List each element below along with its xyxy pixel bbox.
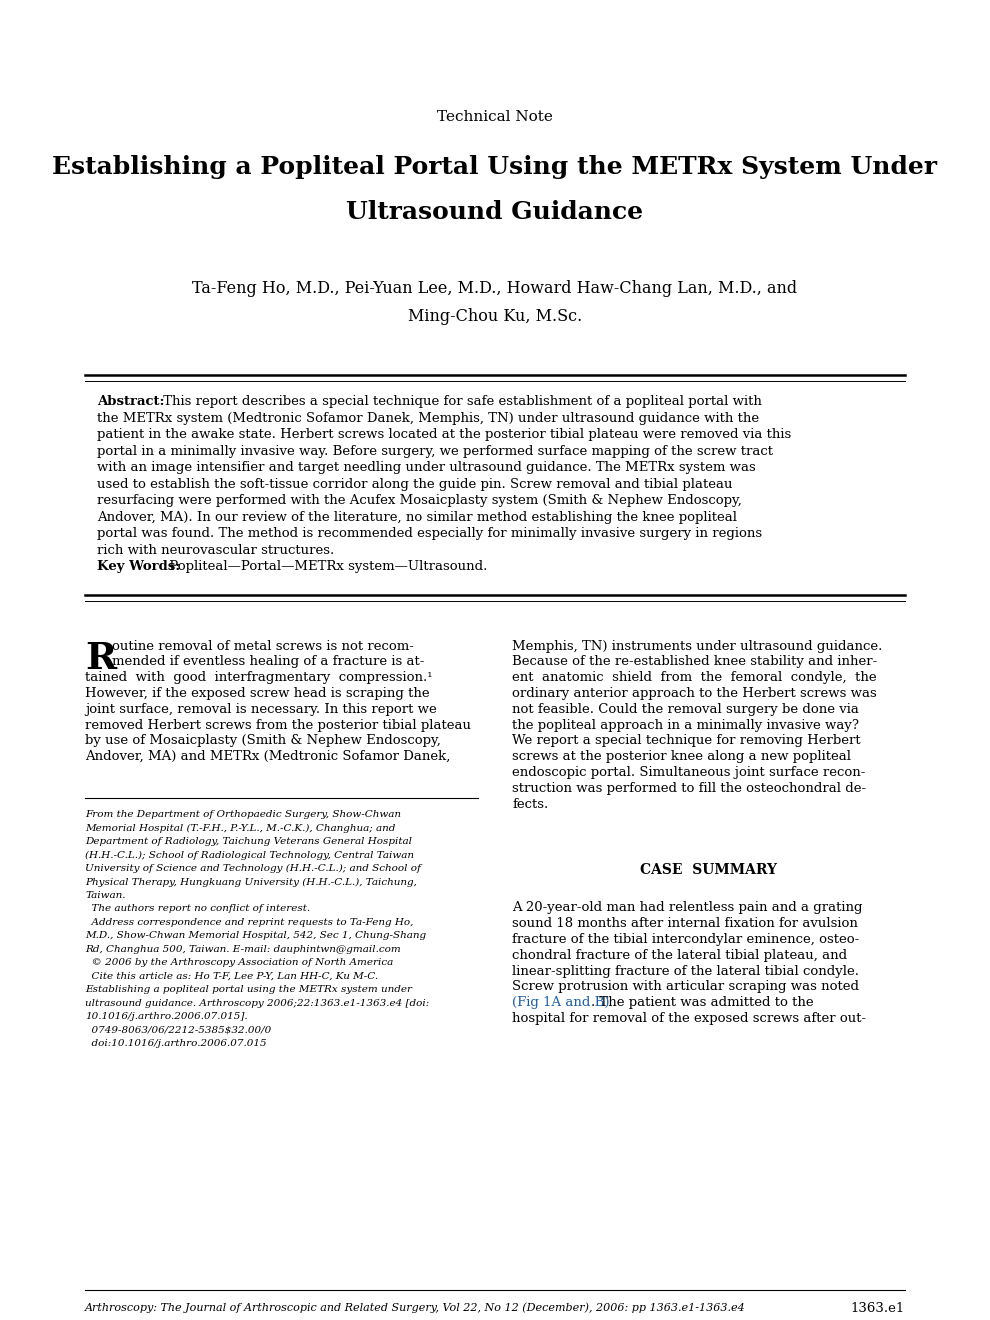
Text: We report a special technique for removing Herbert: We report a special technique for removi… <box>513 734 861 747</box>
Text: 1363.e1: 1363.e1 <box>850 1302 905 1315</box>
Text: Establishing a popliteal portal using the METRx system under: Establishing a popliteal portal using th… <box>85 986 412 994</box>
Text: mended if eventless healing of a fracture is at-: mended if eventless healing of a fractur… <box>112 655 425 668</box>
Text: Technical Note: Technical Note <box>437 110 553 124</box>
Text: (Fig 1A and B): (Fig 1A and B) <box>513 997 610 1008</box>
Text: not feasible. Could the removal surgery be done via: not feasible. Could the removal surgery … <box>513 702 859 715</box>
Text: © 2006 by the Arthroscopy Association of North America: © 2006 by the Arthroscopy Association of… <box>85 958 393 968</box>
Text: Cite this article as: Ho T-F, Lee P-Y, Lan HH-C, Ku M-C.: Cite this article as: Ho T-F, Lee P-Y, L… <box>85 972 378 981</box>
Text: screws at the posterior knee along a new popliteal: screws at the posterior knee along a new… <box>513 750 851 763</box>
Text: portal was found. The method is recommended especially for minimally invasive su: portal was found. The method is recommen… <box>97 527 762 540</box>
Text: CASE  SUMMARY: CASE SUMMARY <box>641 863 777 878</box>
Text: Because of the re-established knee stability and inher-: Because of the re-established knee stabi… <box>513 655 878 668</box>
Text: hospital for removal of the exposed screws after out-: hospital for removal of the exposed scre… <box>513 1012 866 1024</box>
Text: used to establish the soft-tissue corridor along the guide pin. Screw removal an: used to establish the soft-tissue corrid… <box>97 478 733 491</box>
Text: with an image intensifier and target needling under ultrasound guidance. The MET: with an image intensifier and target nee… <box>97 461 755 474</box>
Text: (H.H.-C.L.); School of Radiological Technology, Central Taiwan: (H.H.-C.L.); School of Radiological Tech… <box>85 850 414 859</box>
Text: endoscopic portal. Simultaneous joint surface recon-: endoscopic portal. Simultaneous joint su… <box>513 766 866 779</box>
Text: by use of Mosaicplasty (Smith & Nephew Endoscopy,: by use of Mosaicplasty (Smith & Nephew E… <box>85 734 441 747</box>
Text: This report describes a special technique for safe establishment of a popliteal : This report describes a special techniqu… <box>159 395 762 408</box>
Text: outine removal of metal screws is not recom-: outine removal of metal screws is not re… <box>112 639 414 652</box>
Text: the METRx system (Medtronic Sofamor Danek, Memphis, TN) under ultrasound guidanc: the METRx system (Medtronic Sofamor Dane… <box>97 412 759 425</box>
Text: Andover, MA). In our review of the literature, no similar method establishing th: Andover, MA). In our review of the liter… <box>97 511 737 524</box>
Text: Memphis, TN) instruments under ultrasound guidance.: Memphis, TN) instruments under ultrasoun… <box>513 639 883 652</box>
Text: resurfacing were performed with the Acufex Mosaicplasty system (Smith & Nephew E: resurfacing were performed with the Acuf… <box>97 494 742 507</box>
Text: joint surface, removal is necessary. In this report we: joint surface, removal is necessary. In … <box>85 702 437 715</box>
Text: R: R <box>85 639 116 677</box>
Text: M.D., Show-Chwan Memorial Hospital, 542, Sec 1, Chung-Shang: M.D., Show-Chwan Memorial Hospital, 542,… <box>85 932 426 940</box>
Text: patient in the awake state. Herbert screws located at the posterior tibial plate: patient in the awake state. Herbert scre… <box>97 428 791 441</box>
Text: the popliteal approach in a minimally invasive way?: the popliteal approach in a minimally in… <box>513 718 859 731</box>
Text: Rd, Changhua 500, Taiwan. E-mail: dauphintwn@gmail.com: Rd, Changhua 500, Taiwan. E-mail: dauphi… <box>85 945 401 954</box>
Text: linear-splitting fracture of the lateral tibial condyle.: linear-splitting fracture of the lateral… <box>513 965 859 978</box>
Text: fects.: fects. <box>513 797 548 810</box>
Text: fracture of the tibial intercondylar eminence, osteo-: fracture of the tibial intercondylar emi… <box>513 933 859 946</box>
Text: rich with neurovascular structures.: rich with neurovascular structures. <box>97 544 339 557</box>
Text: 10.1016/j.arthro.2006.07.015].: 10.1016/j.arthro.2006.07.015]. <box>85 1012 248 1022</box>
Text: Key Words:: Key Words: <box>97 560 180 573</box>
Text: removed Herbert screws from the posterior tibial plateau: removed Herbert screws from the posterio… <box>85 718 471 731</box>
Text: The authors report no conflict of interest.: The authors report no conflict of intere… <box>85 904 310 913</box>
Text: ent  anatomic  shield  from  the  femoral  condyle,  the: ent anatomic shield from the femoral con… <box>513 671 877 684</box>
Text: chondral fracture of the lateral tibial plateau, and: chondral fracture of the lateral tibial … <box>513 949 847 962</box>
Text: Ming-Chou Ku, M.Sc.: Ming-Chou Ku, M.Sc. <box>408 308 582 325</box>
Text: ordinary anterior approach to the Herbert screws was: ordinary anterior approach to the Herber… <box>513 686 877 700</box>
Text: struction was performed to fill the osteochondral de-: struction was performed to fill the oste… <box>513 781 866 795</box>
Text: However, if the exposed screw head is scraping the: However, if the exposed screw head is sc… <box>85 686 430 700</box>
Text: Physical Therapy, Hungkuang University (H.H.-C.L.), Taichung,: Physical Therapy, Hungkuang University (… <box>85 878 417 887</box>
Text: Establishing a Popliteal Portal Using the METRx System Under: Establishing a Popliteal Portal Using th… <box>52 154 938 180</box>
Text: Popliteal—Portal—METRx system—Ultrasound.: Popliteal—Portal—METRx system—Ultrasound… <box>165 560 487 573</box>
Text: sound 18 months after internal fixation for avulsion: sound 18 months after internal fixation … <box>513 917 858 931</box>
Text: Address correspondence and reprint requests to Ta-Feng Ho,: Address correspondence and reprint reque… <box>85 917 414 927</box>
Text: 0749-8063/06/2212-5385$32.00/0: 0749-8063/06/2212-5385$32.00/0 <box>85 1026 271 1035</box>
Text: Taiwan.: Taiwan. <box>85 891 126 900</box>
Text: doi:10.1016/j.arthro.2006.07.015: doi:10.1016/j.arthro.2006.07.015 <box>85 1039 266 1048</box>
Text: . The patient was admitted to the: . The patient was admitted to the <box>591 997 814 1008</box>
Text: Andover, MA) and METRx (Medtronic Sofamor Danek,: Andover, MA) and METRx (Medtronic Sofamo… <box>85 750 450 763</box>
Text: Ultrasound Guidance: Ultrasound Guidance <box>346 201 644 224</box>
Text: Arthroscopy: The Journal of Arthroscopic and Related Surgery, Vol 22, No 12 (Dec: Arthroscopy: The Journal of Arthroscopic… <box>85 1302 745 1312</box>
Text: tained  with  good  interfragmentary  compression.¹: tained with good interfragmentary compre… <box>85 671 433 684</box>
Text: portal in a minimally invasive way. Before surgery, we performed surface mapping: portal in a minimally invasive way. Befo… <box>97 445 773 458</box>
Text: University of Science and Technology (H.H.-C.L.); and School of: University of Science and Technology (H.… <box>85 863 421 873</box>
Text: Screw protrusion with articular scraping was noted: Screw protrusion with articular scraping… <box>513 981 859 994</box>
Text: Ta-Feng Ho, M.D., Pei-Yuan Lee, M.D., Howard Haw-Chang Lan, M.D., and: Ta-Feng Ho, M.D., Pei-Yuan Lee, M.D., Ho… <box>192 280 798 297</box>
Text: Memorial Hospital (T.-F.H., P.-Y.L., M.-C.K.), Changhua; and: Memorial Hospital (T.-F.H., P.-Y.L., M.-… <box>85 824 395 833</box>
Text: Department of Radiology, Taichung Veterans General Hospital: Department of Radiology, Taichung Vetera… <box>85 837 412 846</box>
Text: Abstract:: Abstract: <box>97 395 164 408</box>
Text: A 20-year-old man had relentless pain and a grating: A 20-year-old man had relentless pain an… <box>513 902 863 915</box>
Text: ultrasound guidance. Arthroscopy 2006;22:1363.e1-1363.e4 [doi:: ultrasound guidance. Arthroscopy 2006;22… <box>85 999 430 1008</box>
Text: From the Department of Orthopaedic Surgery, Show-Chwan: From the Department of Orthopaedic Surge… <box>85 810 401 818</box>
